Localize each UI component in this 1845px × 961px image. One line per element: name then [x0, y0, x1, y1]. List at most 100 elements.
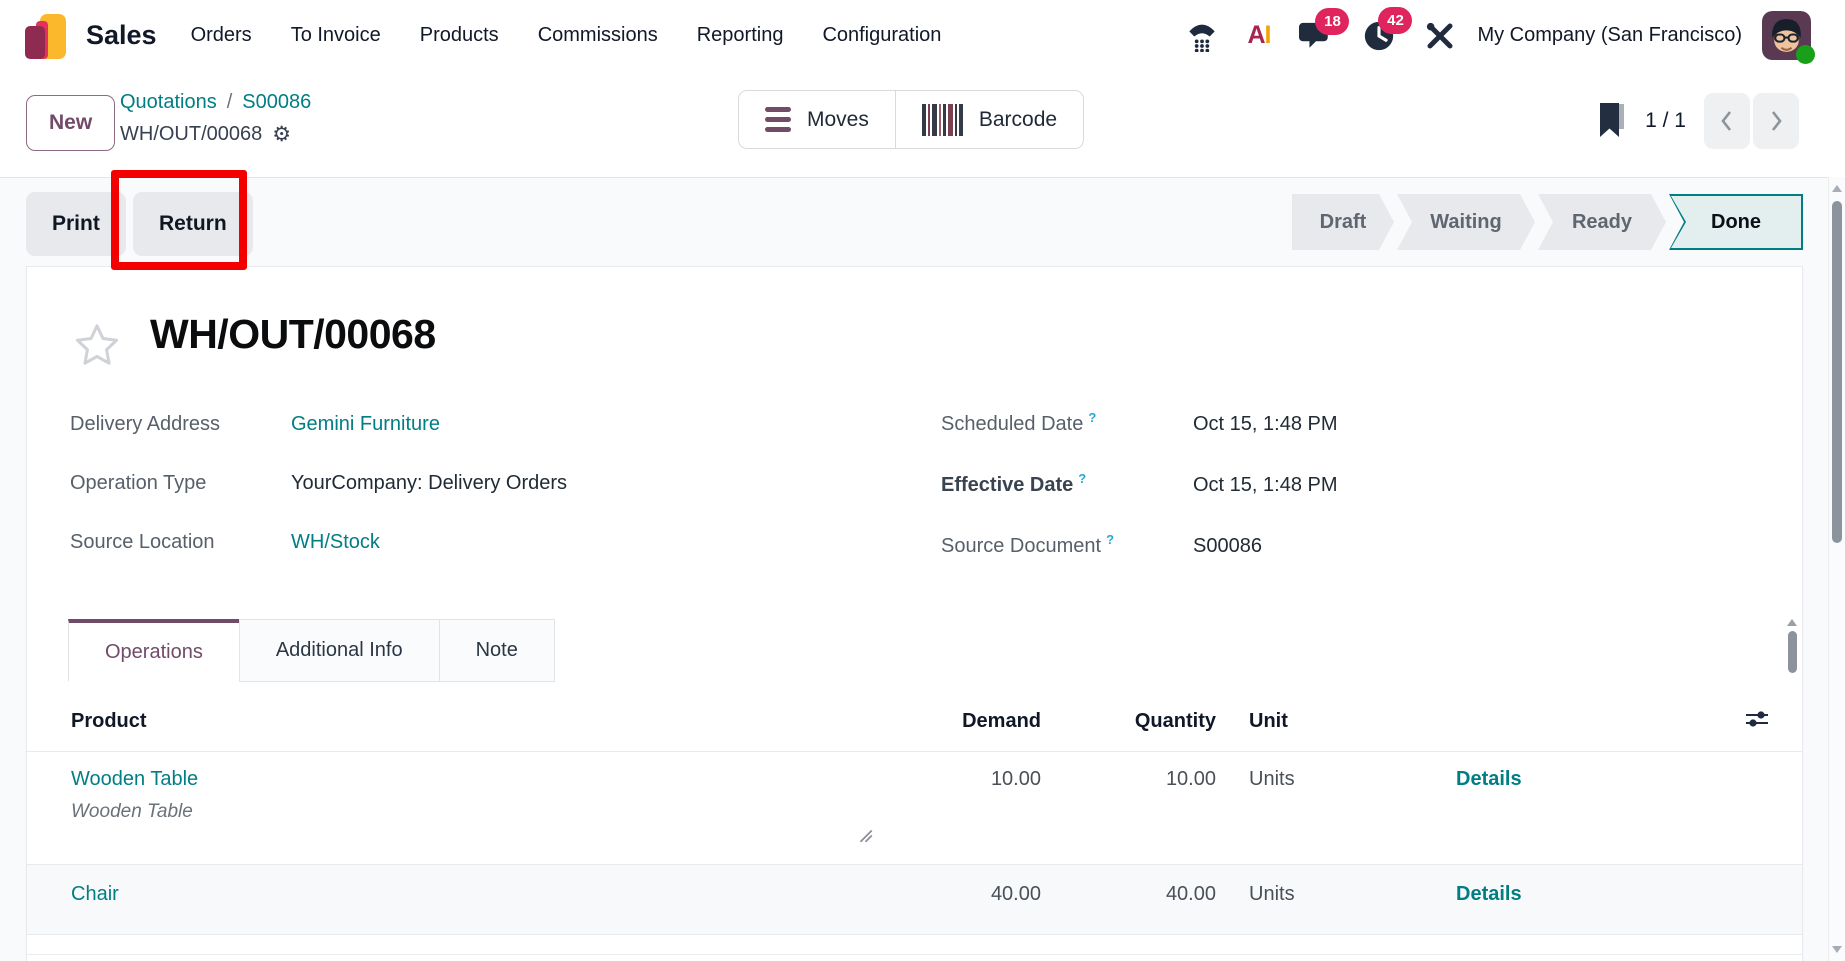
breadcrumb-quotations-link[interactable]: Quotations — [120, 91, 217, 113]
field-value-source-document[interactable]: S00086 — [1193, 535, 1262, 557]
voip-phone-icon[interactable] — [1186, 20, 1218, 52]
textarea-resize-grip-icon[interactable] — [858, 828, 873, 843]
product-link[interactable]: Wooden Table — [71, 768, 199, 790]
menu-item-products[interactable]: Products — [419, 24, 499, 46]
product-cell: Chair — [71, 865, 821, 934]
company-switcher[interactable]: My Company (San Francisco) — [1477, 24, 1742, 46]
form-view-area: Print Return Draft Waiting Ready Done WH… — [0, 170, 1845, 961]
help-question-icon[interactable]: ? — [1106, 532, 1115, 547]
favorite-star-icon[interactable] — [74, 323, 120, 367]
scrollbar-thumb[interactable] — [1787, 631, 1797, 673]
online-status-dot — [1796, 45, 1815, 64]
unit-cell: Units — [1249, 883, 1295, 905]
details-link[interactable]: Details — [1456, 768, 1522, 790]
table-header-row: Product Demand Quantity Unit — [27, 692, 1802, 752]
field-value-source-location[interactable]: WH/Stock — [291, 531, 380, 553]
main-menu: Orders To Invoice Products Commissions R… — [191, 24, 942, 47]
new-button[interactable]: New — [26, 95, 116, 151]
fields-left-column: Delivery Address Gemini Furniture Operat… — [70, 407, 567, 584]
fields-right-column: Scheduled Date? Oct 15, 1:48 PM Effectiv… — [941, 407, 1338, 590]
record-sheet: WH/OUT/00068 Delivery Address Gemini Fur… — [26, 266, 1803, 961]
tab-operations[interactable]: Operations — [68, 619, 240, 682]
scrollbar-thumb[interactable] — [1832, 201, 1842, 543]
col-header-product[interactable]: Product — [71, 710, 147, 732]
tab-note[interactable]: Note — [438, 619, 555, 682]
status-step-done[interactable]: Done — [1669, 194, 1803, 250]
next-row-divider — [27, 935, 1802, 955]
status-step-ready[interactable]: Ready — [1538, 194, 1666, 250]
pager-value: 1 / 1 — [1645, 109, 1686, 132]
field-label-effective-date: Effective Date? — [941, 471, 1087, 496]
field-label-scheduled-date: Scheduled Date? — [941, 410, 1097, 435]
notebook-tabs: Operations Additional Info Note — [68, 619, 555, 682]
menu-item-reporting[interactable]: Reporting — [696, 24, 784, 46]
pager-next-button[interactable] — [1753, 93, 1799, 149]
field-value-delivery-address[interactable]: Gemini Furniture — [291, 413, 440, 435]
settings-gear-icon[interactable]: ⚙ — [272, 122, 292, 146]
scroll-up-arrow-icon[interactable] — [1832, 185, 1842, 192]
barcode-icon — [921, 103, 963, 136]
quantity-cell[interactable]: 10.00 — [1165, 768, 1216, 790]
bookmark-icon[interactable] — [1597, 102, 1627, 140]
developer-tools-icon[interactable] — [1425, 21, 1455, 51]
user-avatar[interactable] — [1762, 11, 1815, 64]
menu-item-orders[interactable]: Orders — [190, 24, 252, 46]
status-step-waiting[interactable]: Waiting — [1397, 194, 1535, 250]
field-label-operation-type: Operation Type — [70, 472, 207, 494]
scroll-down-arrow-icon[interactable] — [1832, 946, 1842, 953]
pager: 1 / 1 — [1597, 93, 1799, 149]
activities-clock-icon[interactable]: 42 — [1362, 6, 1413, 53]
breadcrumb-current: WH/OUT/00068 — [120, 123, 263, 145]
inner-scrollbar[interactable] — [1785, 619, 1799, 683]
operations-table: Product Demand Quantity Unit — [27, 692, 1802, 955]
top-navbar: Sales Orders To Invoice Products Commiss… — [0, 0, 1845, 71]
product-link[interactable]: Chair — [71, 883, 119, 905]
table-row[interactable]: Wooden Table Wooden Table 10.00 10.00 Un… — [27, 752, 1802, 865]
statusbar: Draft Waiting Ready Done — [1292, 194, 1803, 250]
demand-cell[interactable]: 10.00 — [990, 768, 1041, 790]
return-button[interactable]: Return — [133, 192, 253, 256]
menu-item-commissions[interactable]: Commissions — [537, 24, 658, 46]
col-header-quantity[interactable]: Quantity — [1134, 710, 1216, 732]
field-label-source-document: Source Document? — [941, 532, 1115, 557]
window-scrollbar[interactable] — [1828, 177, 1845, 961]
field-value-operation-type[interactable]: YourCompany: Delivery Orders — [291, 472, 568, 494]
moves-icon — [765, 107, 791, 132]
field-value-scheduled-date[interactable]: Oct 15, 1:48 PM — [1193, 413, 1338, 435]
app-name[interactable]: Sales — [86, 20, 157, 50]
field-value-effective-date[interactable]: Oct 15, 1:48 PM — [1193, 474, 1338, 496]
messages-icon[interactable]: 18 — [1299, 7, 1350, 52]
activities-badge: 42 — [1378, 6, 1413, 34]
messages-badge: 18 — [1315, 7, 1350, 35]
record-title: WH/OUT/00068 — [150, 311, 436, 357]
tab-additional-info[interactable]: Additional Info — [238, 619, 440, 682]
breadcrumb-s00086-link[interactable]: S00086 — [242, 91, 312, 113]
smart-buttons: Moves Barcode — [738, 90, 1085, 149]
unit-cell: Units — [1249, 768, 1295, 790]
scroll-up-arrow-icon[interactable] — [1787, 619, 1797, 626]
print-button[interactable]: Print — [26, 192, 126, 256]
barcode-button[interactable]: Barcode — [894, 90, 1085, 149]
product-description[interactable]: Wooden Table — [71, 801, 193, 822]
help-question-icon[interactable]: ? — [1088, 410, 1097, 425]
details-link[interactable]: Details — [1456, 883, 1522, 905]
field-label-delivery-address: Delivery Address — [70, 413, 221, 435]
moves-button[interactable]: Moves — [738, 90, 896, 149]
demand-cell[interactable]: 40.00 — [990, 883, 1041, 905]
col-header-unit[interactable]: Unit — [1249, 710, 1288, 732]
breadcrumb: Quotations / S00086 WH/OUT/00068 ⚙ — [120, 91, 312, 146]
control-panel: New Quotations / S00086 WH/OUT/00068 ⚙ Mov… — [0, 71, 1845, 177]
pager-previous-button[interactable] — [1704, 93, 1750, 149]
status-step-draft[interactable]: Draft — [1292, 194, 1394, 250]
menu-item-to-invoice[interactable]: To Invoice — [290, 24, 381, 46]
quantity-cell[interactable]: 40.00 — [1165, 883, 1216, 905]
menu-item-configuration[interactable]: Configuration — [822, 24, 942, 46]
optional-columns-icon[interactable] — [1706, 709, 1802, 735]
table-row[interactable]: Chair 40.00 40.00 Units Details — [27, 865, 1802, 935]
sales-app-logo-icon[interactable] — [24, 13, 70, 59]
help-question-icon[interactable]: ? — [1078, 471, 1087, 486]
col-header-demand[interactable]: Demand — [962, 710, 1041, 732]
